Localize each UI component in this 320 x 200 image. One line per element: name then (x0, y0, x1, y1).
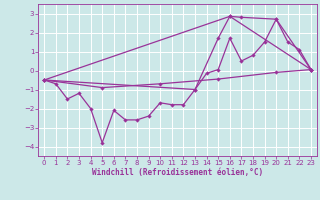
X-axis label: Windchill (Refroidissement éolien,°C): Windchill (Refroidissement éolien,°C) (92, 168, 263, 177)
